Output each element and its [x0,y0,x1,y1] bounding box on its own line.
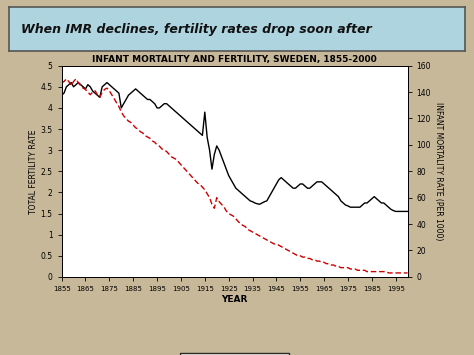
Y-axis label: INFANT MORTALITY RATE (PER 1000): INFANT MORTALITY RATE (PER 1000) [434,102,443,240]
Title: INFANT MORTALITY AND FERTILITY, SWEDEN, 1855-2000: INFANT MORTALITY AND FERTILITY, SWEDEN, … [92,55,377,64]
X-axis label: YEAR: YEAR [221,295,248,304]
Legend: TFR, I.M.: TFR, I.M. [180,353,289,355]
Y-axis label: TOTAL FERTILITY RATE: TOTAL FERTILITY RATE [29,129,38,214]
Text: When IMR declines, fertility rates drop soon after: When IMR declines, fertility rates drop … [21,23,372,36]
